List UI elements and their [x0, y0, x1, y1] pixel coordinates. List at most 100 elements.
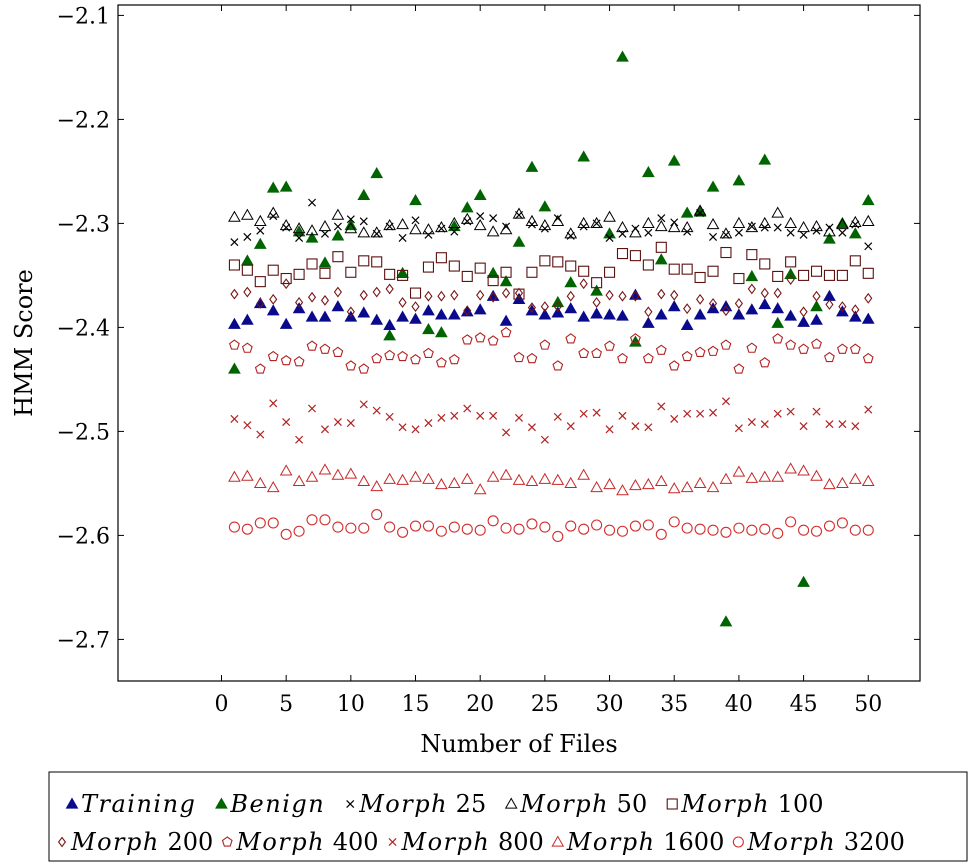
data-point	[345, 266, 357, 278]
legend-marker	[666, 798, 678, 810]
data-point	[319, 267, 331, 279]
data-point	[253, 476, 267, 489]
y-tick-label: −2.3	[57, 212, 110, 237]
data-point	[370, 226, 384, 238]
data-point	[565, 260, 577, 272]
data-point	[785, 516, 797, 528]
data-point	[564, 476, 578, 489]
data-point	[566, 290, 575, 302]
data-point	[527, 423, 536, 432]
data-point	[746, 249, 758, 261]
data-point	[526, 518, 538, 530]
data-point	[254, 363, 266, 374]
data-point	[267, 264, 279, 276]
data-point	[448, 260, 460, 272]
data-point	[810, 300, 823, 312]
data-point	[267, 517, 279, 529]
data-point	[747, 418, 756, 427]
data-point	[308, 198, 317, 207]
data-point	[359, 217, 368, 226]
data-point	[295, 435, 304, 444]
data-point	[732, 216, 746, 229]
data-point	[732, 174, 746, 186]
data-point	[411, 425, 420, 434]
data-point	[797, 315, 810, 327]
data-point	[241, 342, 253, 353]
data-point	[396, 473, 409, 485]
data-point	[500, 522, 512, 534]
series-training	[228, 288, 875, 330]
data-point	[668, 360, 680, 371]
data-point	[447, 216, 461, 229]
data-point	[305, 224, 319, 236]
data-point	[681, 263, 693, 275]
data-point	[605, 233, 614, 242]
data-point	[864, 292, 873, 304]
data-point	[838, 420, 847, 429]
data-point	[538, 200, 552, 212]
data-point	[579, 409, 588, 418]
data-point	[344, 218, 358, 231]
data-point	[654, 474, 668, 486]
data-point	[641, 316, 655, 328]
y-tick-label: −2.5	[57, 420, 110, 445]
legend-marker	[551, 835, 565, 847]
data-point	[577, 310, 591, 322]
data-point	[551, 473, 565, 485]
data-point	[642, 352, 654, 364]
data-point	[734, 298, 743, 309]
data-point	[512, 207, 526, 219]
data-point	[253, 214, 267, 226]
data-point	[331, 300, 345, 312]
legend-label: Morph 1600	[566, 828, 725, 856]
data-point	[564, 276, 578, 288]
data-point	[683, 409, 692, 418]
data-point	[306, 258, 318, 270]
data-point	[811, 338, 822, 349]
data-point	[836, 343, 848, 354]
data-point	[320, 294, 330, 306]
data-point	[616, 309, 629, 321]
data-point	[398, 233, 407, 242]
data-point	[486, 470, 500, 482]
y-axis: −2.7 −2.6 −2.5 −2.4 −2.3 −2.2 −2.1	[57, 4, 920, 653]
x-axis-title: Number of Files	[420, 730, 617, 758]
data-point	[745, 303, 759, 315]
data-point	[784, 462, 798, 474]
data-point	[308, 404, 317, 413]
data-point	[862, 267, 874, 279]
data-point	[331, 229, 345, 241]
data-point	[667, 300, 681, 312]
data-point	[591, 347, 603, 359]
data-point	[851, 304, 860, 316]
data-point	[229, 339, 240, 350]
data-point	[266, 304, 280, 316]
y-tick-label: −2.2	[57, 108, 110, 133]
data-point	[344, 467, 358, 479]
data-point	[629, 335, 642, 347]
data-point	[463, 404, 472, 413]
data-point	[864, 405, 873, 414]
data-point	[228, 362, 241, 374]
data-point	[771, 470, 785, 482]
data-point	[810, 265, 823, 277]
data-point	[422, 322, 435, 335]
data-point	[228, 210, 241, 222]
legend-marker	[221, 836, 233, 847]
data-point	[540, 435, 549, 444]
data-point	[295, 233, 304, 242]
data-point	[551, 214, 565, 226]
data-point	[500, 326, 512, 338]
data-point	[745, 269, 759, 282]
x-tick-label: 15	[402, 692, 430, 717]
data-point	[424, 419, 433, 428]
data-point	[603, 210, 616, 222]
data-point	[564, 227, 578, 239]
data-point	[280, 528, 292, 540]
data-point	[371, 352, 383, 364]
data-point	[848, 472, 862, 484]
data-point	[693, 205, 707, 217]
data-point	[318, 220, 332, 232]
data-point	[591, 519, 603, 531]
data-point	[719, 472, 733, 484]
